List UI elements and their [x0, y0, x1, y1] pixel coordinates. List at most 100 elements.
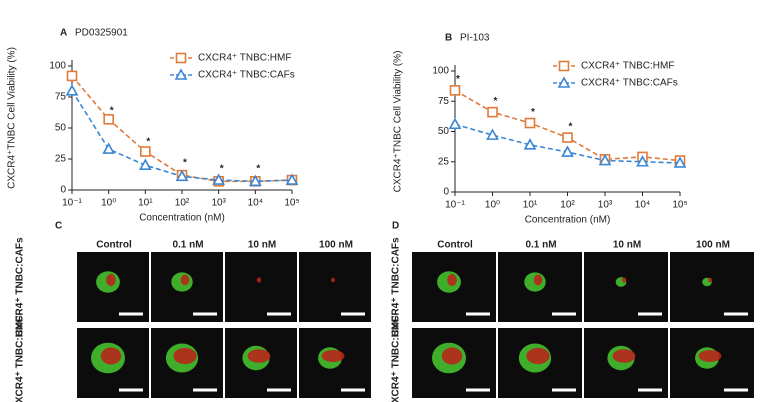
x-tick-label: 10⁰ — [101, 198, 116, 209]
x-tick-label: 10⁻¹ — [62, 198, 82, 209]
x-tick-label: 10⁵ — [284, 198, 299, 209]
annotation: * — [256, 164, 260, 175]
marker — [285, 173, 299, 185]
column-label: 10 nM — [248, 240, 276, 251]
column-label: 0.1 nM — [525, 240, 556, 251]
chart-title: PI-103 — [460, 33, 490, 44]
x-tick-label: 10² — [560, 200, 575, 211]
marker — [102, 142, 116, 154]
micro-image — [670, 252, 754, 322]
y-tick-label: 50 — [55, 123, 67, 134]
legend-label: CXCR4⁺ TNBC:CAFs — [198, 70, 295, 81]
marker — [673, 156, 687, 168]
panel-label: B — [445, 33, 452, 44]
y-tick-label: 75 — [438, 96, 450, 107]
micro-image — [299, 252, 371, 322]
cell-red — [708, 277, 712, 283]
column-label: 100 nM — [319, 240, 353, 251]
column-label: 0.1 nM — [172, 240, 203, 251]
annotation: * — [110, 105, 114, 116]
annotation: * — [220, 164, 224, 175]
row-label: CXCR4⁺ TNBC:HMF — [15, 316, 26, 402]
marker — [66, 70, 78, 82]
annotation: * — [569, 121, 573, 132]
cell-red — [621, 277, 627, 283]
y-tick-label: 0 — [443, 187, 449, 198]
cell-red — [698, 350, 722, 362]
marker — [598, 153, 612, 166]
annotation: * — [531, 107, 535, 118]
marker — [486, 128, 499, 140]
legend-label: CXCR4⁺ TNBC:HMF — [198, 53, 291, 64]
legend-marker — [557, 76, 571, 88]
cell-red — [256, 277, 262, 283]
cell-red — [526, 347, 550, 365]
y-tick-label: 75 — [55, 92, 67, 103]
panel-label: D — [392, 221, 399, 232]
annotation: * — [494, 96, 498, 107]
cell-red — [247, 349, 271, 363]
y-axis-label: CXCR4⁺TNBC Cell Viability (%) — [393, 51, 404, 193]
legend-label: CXCR4⁺ TNBC:HMF — [581, 61, 674, 72]
y-tick-label: 100 — [432, 66, 449, 77]
marker — [636, 155, 649, 167]
legend-label: CXCR4⁺ TNBC:CAFs — [581, 78, 678, 89]
x-tick-label: 10⁴ — [248, 198, 263, 209]
column-label: Control — [96, 240, 132, 251]
marker — [561, 145, 574, 157]
y-tick-label: 25 — [55, 154, 67, 165]
annotation: * — [183, 157, 187, 168]
x-tick-label: 10⁰ — [485, 200, 500, 211]
panel-label: A — [60, 28, 67, 39]
x-tick-label: 10² — [175, 198, 190, 209]
y-axis-label: CXCR4⁺TNBC Cell Viability (%) — [7, 47, 18, 189]
marker — [524, 117, 536, 129]
micro-image — [584, 252, 668, 322]
x-axis-label: Concentration (nM) — [525, 215, 611, 226]
marker — [248, 174, 262, 187]
column-label: Control — [437, 240, 473, 251]
x-tick-label: 10³ — [598, 200, 613, 211]
row-label: CXCR4⁺ TNBC:CAFs — [15, 237, 26, 337]
x-tick-label: 10¹ — [138, 198, 153, 209]
marker — [175, 169, 189, 182]
cell-red — [173, 347, 197, 365]
marker — [448, 117, 462, 130]
marker — [65, 84, 79, 96]
marker — [449, 85, 461, 96]
cell-red — [441, 347, 463, 365]
column-label: 10 nM — [613, 240, 641, 251]
x-tick-label: 10⁴ — [635, 200, 650, 211]
row-label: CXCR4⁺ TNBC:HMF — [391, 316, 402, 402]
legend-marker — [175, 52, 187, 64]
cell-red — [321, 350, 345, 362]
marker — [562, 132, 573, 143]
cell-red — [180, 274, 190, 286]
marker — [140, 146, 151, 157]
cell-red — [447, 274, 457, 286]
marker — [138, 158, 152, 170]
y-tick-label: 50 — [438, 126, 450, 137]
legend-marker — [174, 68, 188, 80]
marker — [103, 114, 114, 125]
x-tick-label: 10⁻¹ — [445, 200, 465, 211]
legend-marker — [558, 60, 570, 72]
micro-image — [225, 252, 297, 322]
y-tick-label: 25 — [438, 156, 450, 167]
x-tick-label: 10¹ — [523, 200, 538, 211]
annotation: * — [146, 136, 150, 147]
x-tick-label: 10³ — [211, 198, 226, 209]
marker — [212, 173, 226, 185]
panel-label: C — [55, 221, 62, 232]
row-label: CXCR4⁺ TNBC:CAFs — [391, 237, 402, 337]
cell-red — [533, 274, 543, 286]
x-tick-label: 10⁵ — [672, 200, 687, 211]
column-label: 100 nM — [696, 240, 730, 251]
y-tick-label: 0 — [60, 185, 66, 196]
y-tick-label: 100 — [49, 61, 66, 72]
chart-title: PD0325901 — [75, 28, 128, 39]
cell-red — [100, 347, 122, 365]
marker — [487, 106, 498, 118]
x-axis-label: Concentration (nM) — [139, 213, 225, 224]
